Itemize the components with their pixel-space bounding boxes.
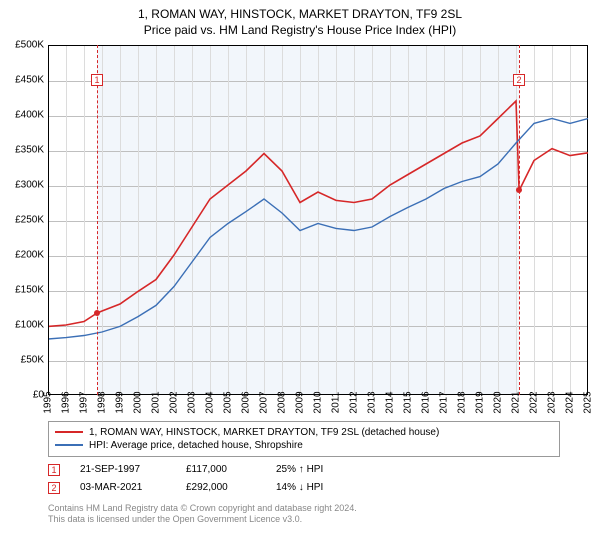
x-tick-label: 1999 [115, 391, 126, 413]
registration-dot [516, 187, 522, 193]
y-tick-label: £450K [15, 74, 44, 85]
y-tick-label: £200K [15, 249, 44, 260]
y-tick-label: £100K [15, 319, 44, 330]
y-tick-label: £250K [15, 214, 44, 225]
chart-lines [48, 45, 588, 395]
transaction-marker: 1 [48, 464, 60, 476]
x-tick-label: 2010 [313, 391, 324, 413]
y-axis [48, 45, 49, 395]
legend-swatch [55, 431, 83, 433]
chart-subtitle: Price paid vs. HM Land Registry's House … [0, 23, 600, 41]
transaction-marker: 2 [48, 482, 60, 494]
x-tick-label: 2016 [421, 391, 432, 413]
x-tick-label: 2002 [169, 391, 180, 413]
x-tick-label: 2009 [295, 391, 306, 413]
transaction-date: 03-MAR-2021 [80, 482, 166, 493]
x-tick-label: 2000 [133, 391, 144, 413]
x-tick-label: 2019 [475, 391, 486, 413]
x-tick-label: 1998 [97, 391, 108, 413]
x-tick-label: 2007 [259, 391, 270, 413]
legend-label: 1, ROMAN WAY, HINSTOCK, MARKET DRAYTON, … [89, 427, 439, 438]
x-tick-label: 2001 [151, 391, 162, 413]
series-line [48, 101, 588, 326]
x-tick-label: 2005 [223, 391, 234, 413]
transaction-pct: 14% ↓ HPI [276, 482, 356, 493]
x-tick-label: 2011 [331, 392, 342, 414]
series-line [48, 118, 588, 339]
y-tick-label: £150K [15, 284, 44, 295]
registration-dot [94, 310, 100, 316]
y-tick-label: £50K [21, 354, 44, 365]
registration-line [519, 45, 520, 395]
x-tick-label: 2025 [583, 391, 594, 413]
x-tick-label: 2017 [439, 391, 450, 413]
x-tick-label: 1995 [43, 391, 54, 413]
x-tick-label: 2015 [403, 391, 414, 413]
x-tick-label: 1997 [79, 391, 90, 413]
transaction-date: 21-SEP-1997 [80, 464, 166, 475]
x-tick-label: 2023 [547, 391, 558, 413]
chart-title: 1, ROMAN WAY, HINSTOCK, MARKET DRAYTON, … [0, 0, 600, 23]
x-tick-label: 2020 [493, 391, 504, 413]
transaction-row: 2 03-MAR-2021 £292,000 14% ↓ HPI [48, 479, 560, 497]
transaction-price: £292,000 [186, 482, 256, 493]
registration-marker: 2 [513, 74, 525, 86]
x-tick-label: 2008 [277, 391, 288, 413]
x-tick-label: 2014 [385, 391, 396, 413]
legend-swatch [55, 444, 83, 446]
chart-container: 1, ROMAN WAY, HINSTOCK, MARKET DRAYTON, … [0, 0, 600, 560]
legend-label: HPI: Average price, detached house, Shro… [89, 440, 303, 451]
registration-marker: 1 [91, 74, 103, 86]
registration-line [97, 45, 98, 395]
x-tick-label: 1996 [61, 391, 72, 413]
transaction-row: 1 21-SEP-1997 £117,000 25% ↑ HPI [48, 461, 560, 479]
chart-area: £0£50K£100K£150K£200K£250K£300K£350K£400… [48, 45, 588, 415]
legend: 1, ROMAN WAY, HINSTOCK, MARKET DRAYTON, … [48, 421, 560, 457]
y-tick-label: £300K [15, 179, 44, 190]
x-tick-label: 2003 [187, 391, 198, 413]
attribution: Contains HM Land Registry data © Crown c… [48, 503, 560, 526]
transaction-price: £117,000 [186, 464, 256, 475]
legend-item: 1, ROMAN WAY, HINSTOCK, MARKET DRAYTON, … [55, 426, 553, 439]
y-tick-label: £500K [15, 39, 44, 50]
attribution-line: This data is licensed under the Open Gov… [48, 514, 560, 526]
transactions-table: 1 21-SEP-1997 £117,000 25% ↑ HPI 2 03-MAR-202… [48, 461, 560, 497]
x-tick-label: 2012 [349, 391, 360, 413]
x-tick-label: 2004 [205, 391, 216, 413]
y-tick-label: £400K [15, 109, 44, 120]
y-tick-label: £350K [15, 144, 44, 155]
x-tick-label: 2022 [529, 391, 540, 413]
legend-item: HPI: Average price, detached house, Shro… [55, 439, 553, 452]
attribution-line: Contains HM Land Registry data © Crown c… [48, 503, 560, 515]
x-tick-label: 2018 [457, 391, 468, 413]
x-tick-label: 2006 [241, 391, 252, 413]
transaction-pct: 25% ↑ HPI [276, 464, 356, 475]
x-tick-label: 2024 [565, 391, 576, 413]
x-tick-label: 2013 [367, 391, 378, 413]
